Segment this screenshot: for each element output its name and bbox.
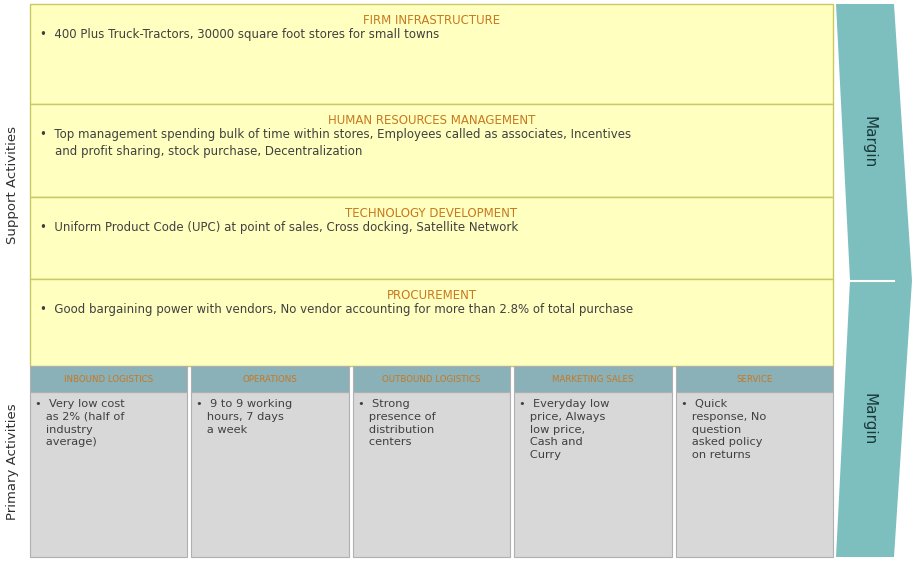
Text: •  Strong
   presence of
   distribution
   centers: • Strong presence of distribution center… bbox=[357, 399, 435, 448]
Text: •  Everyday low
   price, Always
   low price,
   Cash and
   Curry: • Everyday low price, Always low price, … bbox=[518, 399, 609, 460]
Text: PROCUREMENT: PROCUREMENT bbox=[386, 289, 476, 302]
Text: Primary Activities: Primary Activities bbox=[6, 403, 19, 520]
Text: •  9 to 9 working
   hours, 7 days
   a week: • 9 to 9 working hours, 7 days a week bbox=[196, 399, 292, 435]
Text: SERVICE: SERVICE bbox=[735, 375, 772, 384]
FancyBboxPatch shape bbox=[352, 392, 510, 557]
Text: OPERATIONS: OPERATIONS bbox=[243, 375, 297, 384]
FancyBboxPatch shape bbox=[675, 392, 832, 557]
FancyBboxPatch shape bbox=[30, 392, 187, 557]
Polygon shape bbox=[835, 4, 911, 557]
FancyBboxPatch shape bbox=[191, 392, 348, 557]
Text: OUTBOUND LOGISTICS: OUTBOUND LOGISTICS bbox=[381, 375, 481, 384]
FancyBboxPatch shape bbox=[514, 392, 671, 557]
FancyBboxPatch shape bbox=[30, 279, 832, 366]
Text: MARKETING SALES: MARKETING SALES bbox=[551, 375, 633, 384]
Text: •  Very low cost
   as 2% (half of
   industry
   average): • Very low cost as 2% (half of industry … bbox=[35, 399, 125, 448]
Text: •  Uniform Product Code (UPC) at point of sales, Cross docking, Satellite Networ: • Uniform Product Code (UPC) at point of… bbox=[40, 221, 517, 234]
Text: FIRM INFRASTRUCTURE: FIRM INFRASTRUCTURE bbox=[362, 14, 500, 27]
FancyBboxPatch shape bbox=[675, 366, 832, 392]
FancyBboxPatch shape bbox=[30, 4, 832, 104]
FancyBboxPatch shape bbox=[352, 366, 510, 392]
FancyBboxPatch shape bbox=[191, 366, 348, 392]
Text: HUMAN RESOURCES MANAGEMENT: HUMAN RESOURCES MANAGEMENT bbox=[327, 114, 535, 127]
Text: TECHNOLOGY DEVELOPMENT: TECHNOLOGY DEVELOPMENT bbox=[345, 207, 517, 220]
Text: Margin: Margin bbox=[860, 393, 876, 445]
Text: Margin: Margin bbox=[860, 116, 876, 168]
FancyBboxPatch shape bbox=[30, 197, 832, 279]
Text: Support Activities: Support Activities bbox=[6, 126, 19, 244]
FancyBboxPatch shape bbox=[30, 366, 187, 392]
FancyBboxPatch shape bbox=[30, 104, 832, 197]
Text: •  400 Plus Truck-Tractors, 30000 square foot stores for small towns: • 400 Plus Truck-Tractors, 30000 square … bbox=[40, 28, 438, 41]
Text: INBOUND LOGISTICS: INBOUND LOGISTICS bbox=[64, 375, 153, 384]
Text: •  Quick
   response, No
   question
   asked policy
   on returns: • Quick response, No question asked poli… bbox=[680, 399, 766, 460]
FancyBboxPatch shape bbox=[514, 366, 671, 392]
Text: •  Good bargaining power with vendors, No vendor accounting for more than 2.8% o: • Good bargaining power with vendors, No… bbox=[40, 303, 632, 316]
Text: •  Top management spending bulk of time within stores, Employees called as assoc: • Top management spending bulk of time w… bbox=[40, 128, 630, 158]
